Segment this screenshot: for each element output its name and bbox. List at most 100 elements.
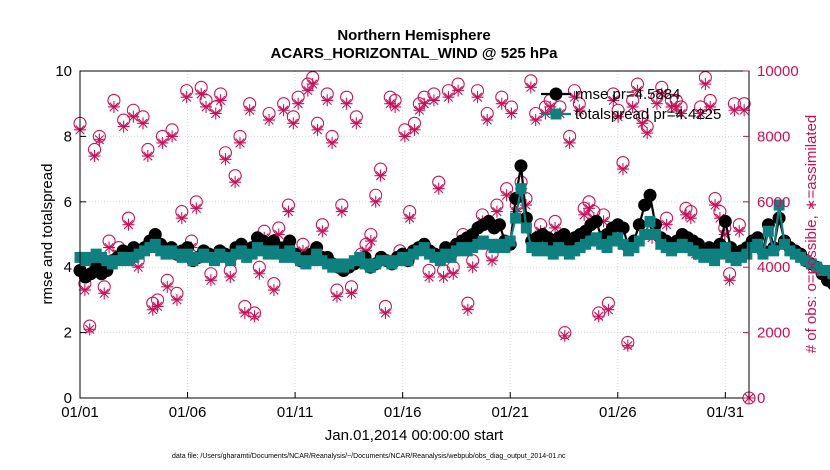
data-point [78,284,91,297]
data-point [670,100,683,113]
series-layer [73,70,830,405]
data-point [500,189,513,202]
y-left-tick-label: 6 [64,194,72,211]
data-point [146,303,159,316]
data-point [88,150,101,163]
data-point [752,238,764,250]
data-point [589,214,603,228]
y-right-tick-label: 2000 [757,325,790,342]
legend-marker [550,108,562,120]
data-point [272,228,285,241]
data-point [549,221,562,234]
data-point [719,242,731,254]
footnote: data file: /Users/gharamti/Documents/NCA… [172,453,566,460]
data-point [644,215,656,227]
y-axis-label-right: # of obs: o=possible, ∗=assimilated [803,115,820,354]
data-point [384,97,397,110]
data-point [350,117,363,130]
data-point [578,208,591,221]
y-left-tick-label: 2 [64,325,72,342]
data-point [180,91,193,104]
data-point [326,136,339,149]
data-point [461,303,474,316]
data-point [718,228,731,241]
series-totalspread [74,183,830,280]
data-point [437,271,450,284]
legend-swatch-totalspread [541,108,571,120]
x-tick-label: 01/01 [61,404,99,421]
data-point [267,284,280,297]
data-point [597,215,610,228]
y-axis-label-left: rmse and totalspread [39,164,56,305]
data-point [403,212,416,225]
data-point [282,205,295,218]
data-point [330,290,343,303]
y-left-tick-label: 10 [55,63,72,80]
data-point [418,97,431,110]
data-point [117,120,130,133]
data-point [505,107,518,120]
data-point [243,104,256,117]
data-point [132,261,145,274]
data-point [127,110,140,123]
x-tick-label: 01/16 [384,404,422,421]
data-point [573,104,586,117]
data-point [301,84,314,97]
x-tick-label: 01/06 [169,404,207,421]
data-point [718,214,732,228]
legend-marker [549,87,563,101]
data-point [568,91,581,104]
data-point [728,104,741,117]
data-point [389,100,402,113]
data-point [200,100,213,113]
data-point [636,117,649,130]
data-point [602,303,615,316]
x-tick-label: 01/31 [707,404,745,421]
data-point [626,100,639,113]
data-point [248,310,261,323]
data-point [195,87,208,100]
data-point [447,267,460,280]
data-point [694,107,707,120]
data-point [529,114,542,127]
data-point [641,127,654,140]
data-point [515,183,527,195]
data-point [219,153,232,166]
data-point [723,274,736,287]
y-right-tick-label: 4000 [757,259,790,276]
data-point [486,254,499,267]
data-point [631,84,644,97]
data-point [442,91,455,104]
grid [80,71,749,398]
data-point [704,100,717,113]
data-point [263,114,276,127]
data-point [520,222,532,234]
data-point [592,310,605,323]
data-point [481,114,494,127]
data-point [675,107,688,120]
data-point [773,199,785,211]
data-point [137,117,150,130]
data-point [224,271,237,284]
data-point [253,267,266,280]
data-point [649,229,661,240]
data-point [768,245,780,257]
data-point [283,234,297,248]
data-point [175,212,188,225]
data-point [558,329,571,342]
data-point [514,159,528,173]
data-point [612,110,625,123]
y-left-tick-label: 8 [64,128,72,145]
data-point [427,94,440,107]
data-point [122,218,135,231]
data-point [679,208,692,221]
data-point [335,205,348,218]
data-point [709,199,722,212]
data-point [316,225,329,238]
data-point [452,84,465,97]
chart-title-line2: ACARS_HORIZONTAL_WIND @ 525 hPa [271,45,559,62]
data-point [306,78,319,91]
data-point [151,300,164,313]
data-point [650,97,663,110]
data-point [827,268,830,280]
